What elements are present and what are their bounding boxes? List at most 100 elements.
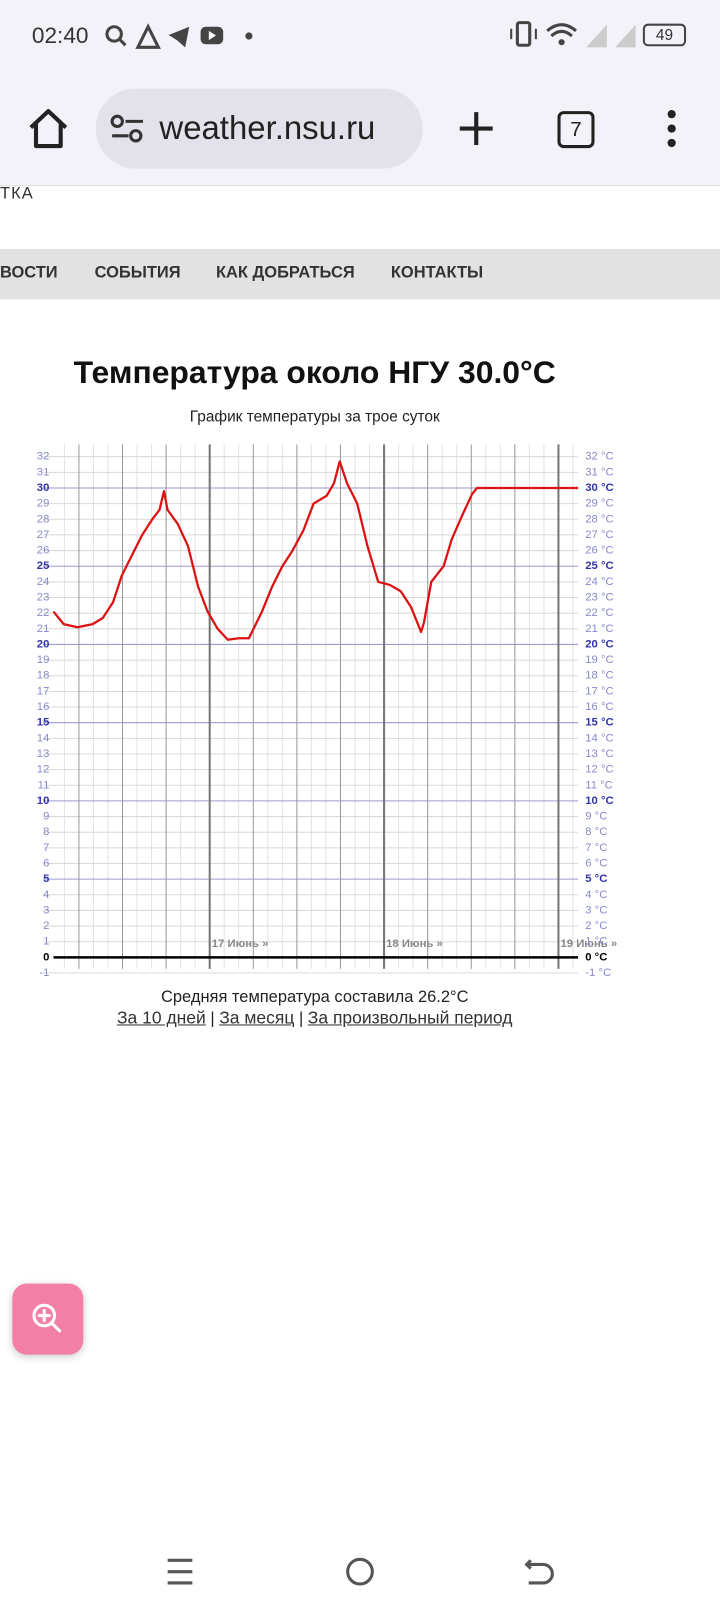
y-tick-label: 15 <box>37 717 50 729</box>
y-tick-label: 20 <box>37 638 50 650</box>
y2-tick-label: 10 °C <box>585 795 613 807</box>
browser-toolbar: weather.nsu.ru 7 <box>0 71 720 187</box>
link[interactable]: За произвольный период <box>307 1007 513 1028</box>
y2-tick-label: 24 °C <box>585 576 613 588</box>
x-tick-label: 18 Июнь » <box>386 938 443 950</box>
y-tick-label: 5 <box>43 873 49 885</box>
y2-tick-label: 4 °C <box>585 889 607 901</box>
y-tick-label: 9 <box>43 811 49 823</box>
site-nav <box>0 248 720 300</box>
y-tick-label: 27 <box>37 529 50 541</box>
y-tick-label: -1 <box>39 967 49 979</box>
y-tick-label: 18 <box>37 670 50 682</box>
system-icons: 49 <box>510 21 687 48</box>
home-button[interactable] <box>27 107 70 150</box>
y2-tick-label: 28 °C <box>585 513 613 525</box>
zoom-icon <box>32 1303 62 1333</box>
y-tick-label: 23 <box>37 591 50 603</box>
y-tick-label: 24 <box>37 576 50 588</box>
y2-tick-label: 17 °C <box>585 685 613 697</box>
new-tab-button[interactable] <box>457 109 496 148</box>
url[interactable]: weather.nsu.ru <box>159 109 376 147</box>
chart-title: Температура около НГУ 30.0°C <box>74 354 556 390</box>
y-tick-label: 13 <box>37 748 50 760</box>
chart-subtitle: График температуры за трое суток <box>190 409 440 426</box>
site-settings-icon[interactable] <box>110 113 145 144</box>
separator: | <box>298 1010 304 1028</box>
y2-tick-label: 23 °C <box>585 591 613 603</box>
y2-tick-label: 12 °C <box>585 764 613 776</box>
y2-tick-label: 32 °C <box>585 451 613 463</box>
y-tick-label: 7 <box>43 842 49 854</box>
y2-tick-label: 8 °C <box>585 826 607 838</box>
y2-tick-label: 20 °C <box>585 638 613 650</box>
nav-item[interactable]: СОБЫТИЯ <box>94 264 181 282</box>
y-tick-label: 32 <box>37 451 50 463</box>
y2-tick-label: 27 °C <box>585 529 613 541</box>
y2-tick-label: 0 °C <box>585 951 607 963</box>
y-tick-label: 19 <box>37 654 50 666</box>
y2-tick-label: 13 °C <box>585 748 613 760</box>
y2-tick-label: 16 °C <box>585 701 613 713</box>
notification-icons <box>105 23 253 49</box>
y-tick-label: 2 <box>43 920 49 932</box>
y-tick-label: 10 <box>37 795 50 807</box>
nav-item[interactable]: КОНТАКТЫ <box>390 264 484 282</box>
y-tick-label: 31 <box>37 466 50 478</box>
temperature-chart: Температура около НГУ 30.0°C График темп… <box>37 354 617 979</box>
link[interactable]: За 10 дней <box>116 1007 206 1028</box>
y-tick-label: 17 <box>37 685 50 697</box>
y2-tick-label: 21 °C <box>585 623 613 635</box>
y-tick-label: 30 <box>37 482 50 494</box>
y2-tick-label: 31 °C <box>585 466 613 478</box>
y2-tick-label: 19 °C <box>585 654 613 666</box>
period-links: За 10 дней | За месяц | За произвольный … <box>0 1008 629 1029</box>
y2-tick-label: -1 °C <box>585 967 611 979</box>
y-tick-label: 14 <box>37 732 50 744</box>
y2-tick-label: 22 °C <box>585 607 613 619</box>
y-tick-label: 8 <box>43 826 49 838</box>
menu-button[interactable] <box>662 109 681 150</box>
tab-count[interactable]: 7 <box>557 111 595 149</box>
y2-tick-label: 5 °C <box>585 873 607 885</box>
clock: 02:40 <box>31 22 89 49</box>
nav-item[interactable]: КАК ДОБРАТЬСЯ <box>215 264 355 282</box>
y-tick-label: 11 <box>38 779 50 791</box>
x-tick-label: 19 Июнь » <box>560 938 617 950</box>
system-nav-bar <box>167 1557 554 1586</box>
y2-tick-label: 7 °C <box>585 842 607 854</box>
y2-tick-label: 14 °C <box>585 732 613 744</box>
temperature-line <box>52 460 579 641</box>
y-tick-label: 16 <box>37 701 50 713</box>
y2-tick-label: 6 °C <box>585 857 607 869</box>
y-tick-label: 22 <box>37 607 50 619</box>
y2-tick-label: 25 °C <box>585 560 613 572</box>
y2-tick-label: 1 °C <box>585 936 607 948</box>
y-tick-label: 21 <box>37 623 50 635</box>
y2-tick-label: 9 °C <box>585 811 607 823</box>
y2-tick-label: 11 °C <box>585 779 613 791</box>
site-header: ТКА <box>0 185 34 203</box>
y-tick-label: 4 <box>43 889 49 901</box>
y2-tick-label: 18 °C <box>585 670 613 682</box>
link[interactable]: За месяц <box>219 1007 295 1028</box>
y2-tick-label: 26 °C <box>585 545 613 557</box>
y-tick-label: 29 <box>37 498 50 510</box>
zoom-button[interactable] <box>12 1283 84 1355</box>
y2-tick-label: 3 °C <box>585 904 607 916</box>
y-tick-label: 26 <box>37 545 50 557</box>
address-bar[interactable]: weather.nsu.ru <box>95 88 423 169</box>
y2-tick-label: 29 °C <box>585 498 613 510</box>
y-tick-label: 1 <box>43 936 49 948</box>
battery-level: 49 <box>656 27 673 44</box>
separator: | <box>210 1010 215 1028</box>
y2-tick-label: 2 °C <box>585 920 607 932</box>
nav-item[interactable]: ВОСТИ <box>0 264 58 282</box>
y-tick-label: 25 <box>37 560 50 572</box>
x-tick-label: 17 Июнь » <box>212 938 269 950</box>
status-bar: 02:40 49 <box>0 0 720 72</box>
y2-tick-label: 15 °C <box>585 717 613 729</box>
y-tick-label: 6 <box>43 857 49 869</box>
